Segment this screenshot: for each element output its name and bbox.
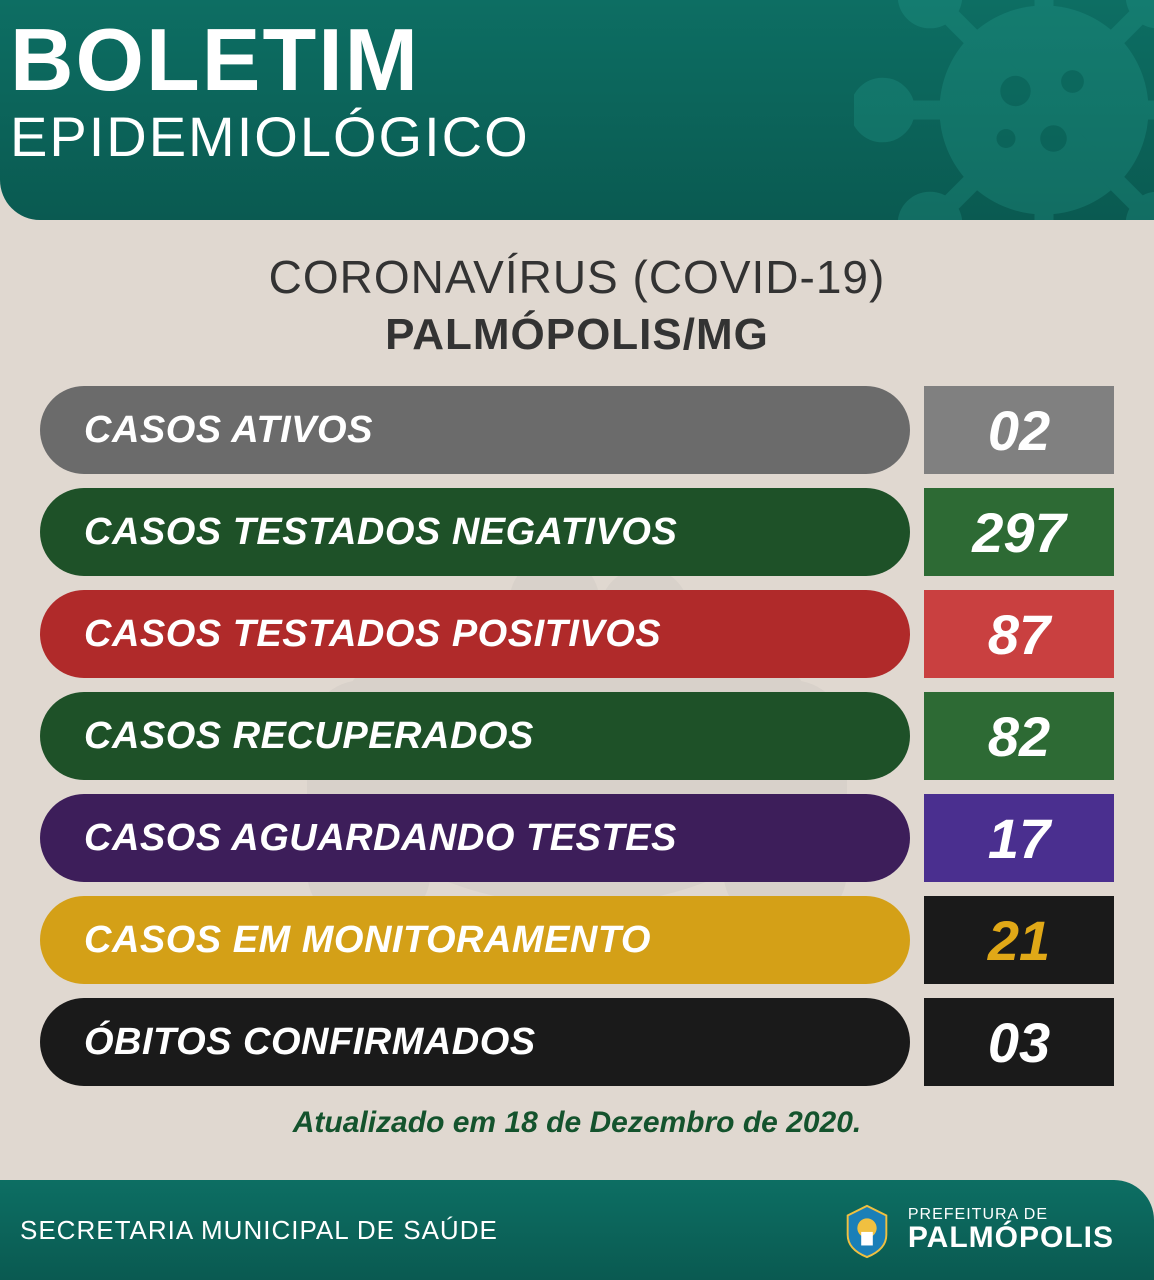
stat-row: CASOS EM MONITORAMENTO21 [40, 896, 1114, 984]
footer-right-text: PREFEITURA DE PALMÓPOLIS [908, 1207, 1114, 1253]
footer-right-big: PALMÓPOLIS [908, 1223, 1114, 1253]
stat-row: CASOS RECUPERADOS82 [40, 692, 1114, 780]
content-heading-2: PALMÓPOLIS/MG [40, 310, 1114, 360]
content-area: CORONAVÍRUS (COVID-19) PALMÓPOLIS/MG CAS… [0, 220, 1154, 1160]
stat-row: CASOS ATIVOS02 [40, 386, 1114, 474]
content-heading-1: CORONAVÍRUS (COVID-19) [40, 250, 1114, 304]
stats-container: CASOS ATIVOS02CASOS TESTADOS NEGATIVOS29… [40, 386, 1114, 1086]
stat-label: CASOS TESTADOS NEGATIVOS [40, 488, 910, 576]
stat-value: 02 [924, 386, 1114, 474]
stat-label: CASOS TESTADOS POSITIVOS [40, 590, 910, 678]
stat-row: CASOS AGUARDANDO TESTES17 [40, 794, 1114, 882]
stat-label: CASOS ATIVOS [40, 386, 910, 474]
city-crest-icon [838, 1201, 896, 1259]
virus-icon [854, 0, 1154, 220]
stat-label: CASOS RECUPERADOS [40, 692, 910, 780]
footer-right: PREFEITURA DE PALMÓPOLIS [838, 1201, 1114, 1259]
stat-value: 03 [924, 998, 1114, 1086]
footer-band: SECRETARIA MUNICIPAL DE SAÚDE PREFEITURA… [0, 1180, 1154, 1280]
footer-left-text: SECRETARIA MUNICIPAL DE SAÚDE [20, 1215, 498, 1246]
stat-value: 87 [924, 590, 1114, 678]
stat-value: 82 [924, 692, 1114, 780]
header-band: BOLETIM EPIDEMIOLÓGICO [0, 0, 1154, 220]
stat-value: 297 [924, 488, 1114, 576]
stat-label: CASOS EM MONITORAMENTO [40, 896, 910, 984]
stat-label: ÓBITOS CONFIRMADOS [40, 998, 910, 1086]
stat-value: 17 [924, 794, 1114, 882]
stat-row: ÓBITOS CONFIRMADOS03 [40, 998, 1114, 1086]
update-text: Atualizado em 18 de Dezembro de 2020. [40, 1106, 1114, 1140]
stat-label: CASOS AGUARDANDO TESTES [40, 794, 910, 882]
stat-row: CASOS TESTADOS POSITIVOS87 [40, 590, 1114, 678]
stat-row: CASOS TESTADOS NEGATIVOS297 [40, 488, 1114, 576]
stat-value: 21 [924, 896, 1114, 984]
